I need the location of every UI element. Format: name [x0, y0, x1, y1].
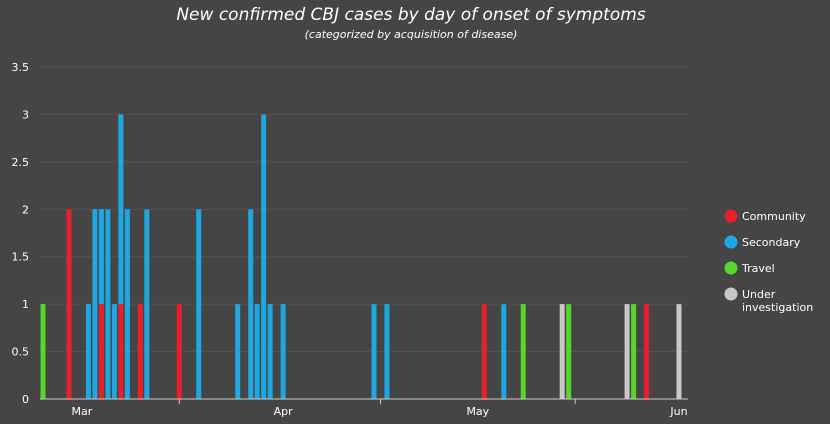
- bar-secondary: [111, 304, 117, 399]
- bar-secondary: [267, 304, 273, 399]
- bar-travel: [520, 304, 526, 399]
- y-tick-label: 3: [22, 108, 29, 121]
- legend-swatch: [724, 235, 738, 249]
- y-tick-label: 1: [22, 298, 29, 311]
- grid-layer: [40, 66, 688, 353]
- y-tick-label: 1.5: [12, 251, 30, 264]
- legend-label: Secondary: [742, 236, 801, 249]
- legend-swatch: [724, 287, 738, 301]
- x-tick-label: Apr: [274, 405, 294, 418]
- bar-secondary: [105, 209, 111, 399]
- bars-layer: [40, 114, 682, 399]
- legend-swatch: [724, 261, 738, 275]
- bar-secondary: [118, 114, 124, 305]
- legend-label: Under: [742, 288, 776, 301]
- bar-secondary: [261, 114, 267, 399]
- bar-secondary: [254, 304, 260, 399]
- legend-label: Travel: [741, 262, 775, 275]
- legend-item-travel: Travel: [724, 261, 775, 275]
- legend: Community Secondary Travel Underinvestigati…: [724, 209, 813, 314]
- bar-secondary: [235, 304, 241, 399]
- axis-layer: 0 0.5 1 1.5 2 2.5 3 3.5 Mar Apr May Jun: [12, 61, 688, 418]
- y-tick-label: 3.5: [12, 61, 30, 74]
- bar-secondary: [98, 209, 104, 305]
- legend-swatch: [724, 209, 738, 223]
- legend-item-community: Community: [724, 209, 806, 223]
- chart-title: New confirmed CBJ cases by day of onset …: [176, 5, 645, 25]
- bar-secondary: [248, 209, 254, 399]
- chart-subtitle: (categorized by acquisition of disease): [305, 28, 518, 41]
- bar-under-investigation: [676, 304, 682, 399]
- bar-community: [98, 304, 104, 399]
- bar-secondary: [144, 209, 150, 399]
- x-tick-label: Mar: [72, 405, 93, 418]
- y-tick-label: 0: [22, 393, 29, 406]
- y-tick-label: 2: [22, 203, 29, 216]
- bar-travel: [631, 304, 637, 399]
- bar-community: [137, 304, 143, 399]
- bar-community: [644, 304, 650, 399]
- bar-secondary: [196, 209, 202, 399]
- legend-item-secondary: Secondary: [724, 235, 801, 249]
- bar-community: [176, 304, 182, 399]
- bar-secondary: [92, 209, 98, 399]
- x-tick-label: Jun: [669, 405, 687, 418]
- bar-under-investigation: [624, 304, 630, 399]
- legend-label: investigation: [742, 301, 813, 314]
- bar-secondary: [501, 304, 507, 399]
- y-tick-label: 2.5: [12, 156, 30, 169]
- x-tick-label: May: [466, 405, 489, 418]
- bar-secondary: [384, 304, 390, 399]
- bar-secondary: [371, 304, 377, 399]
- bar-secondary: [280, 304, 286, 399]
- bar-community: [66, 209, 72, 399]
- bar-secondary: [124, 209, 130, 399]
- bar-secondary: [85, 304, 91, 399]
- bar-travel: [40, 304, 46, 399]
- bar-community: [118, 304, 124, 399]
- legend-label: Community: [742, 210, 806, 223]
- bar-under-investigation: [559, 304, 565, 399]
- bar-community: [481, 304, 487, 399]
- bar-travel: [566, 304, 572, 399]
- y-tick-label: 0.5: [12, 346, 30, 359]
